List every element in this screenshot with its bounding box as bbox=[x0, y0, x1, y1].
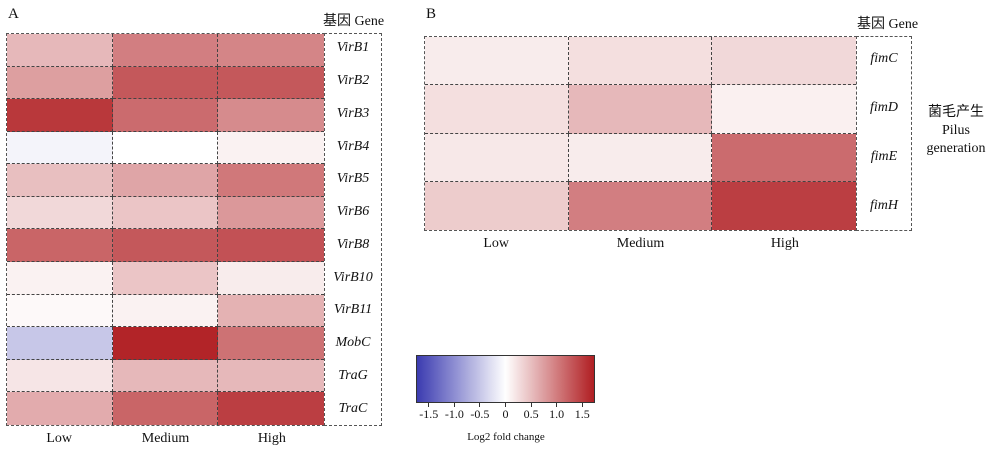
panel-letter-a: A bbox=[8, 6, 19, 22]
heatmap-cell bbox=[218, 392, 324, 425]
heatmap-cell bbox=[218, 196, 324, 230]
legend-color-bar bbox=[416, 355, 595, 403]
panel-a-gene-header: 基因 Gene bbox=[323, 14, 385, 29]
group-label-en-2: generation bbox=[926, 141, 986, 156]
heatmap-cell bbox=[218, 229, 324, 263]
gene-label: VirB5 bbox=[336, 171, 370, 187]
heatmap-cell bbox=[218, 327, 324, 360]
heatmap-cell bbox=[7, 359, 113, 393]
gene-label: fimE bbox=[870, 148, 898, 164]
heatmap-cell bbox=[712, 133, 856, 182]
gene-label: fimD bbox=[870, 100, 898, 116]
column-label: High bbox=[257, 431, 286, 446]
legend-title: Log2 fold change bbox=[467, 431, 545, 443]
heatmap-cell bbox=[568, 133, 713, 182]
heatmap-cell bbox=[7, 229, 113, 263]
gene-label: VirB6 bbox=[336, 204, 370, 220]
legend-tick-mark bbox=[556, 403, 558, 407]
panel-b-gene-header: 基因 Gene bbox=[857, 17, 919, 32]
heatmap-cell bbox=[425, 181, 569, 230]
heatmap-cell bbox=[7, 392, 113, 425]
heatmap-cell bbox=[218, 294, 324, 328]
heatmap-cell bbox=[112, 164, 219, 197]
gene-label: TraG bbox=[338, 367, 368, 383]
heatmap-cell bbox=[112, 327, 219, 360]
column-label: Low bbox=[46, 431, 72, 446]
column-label: Medium bbox=[616, 236, 665, 251]
legend-tick-label: 0.5 bbox=[523, 407, 539, 421]
legend-tick-label: -1.0 bbox=[444, 407, 464, 421]
column-label: Low bbox=[483, 236, 509, 251]
legend-tick-label: -1.5 bbox=[419, 407, 439, 421]
legend-tick-mark bbox=[453, 403, 455, 407]
heatmap-cell bbox=[7, 131, 113, 165]
legend-tick-mark bbox=[479, 403, 481, 407]
heatmap-cell bbox=[712, 37, 856, 86]
legend-tick-mark bbox=[530, 403, 532, 407]
column-label: High bbox=[770, 236, 799, 251]
legend-tick-mark bbox=[581, 403, 583, 407]
heatmap-cell bbox=[712, 85, 856, 134]
heatmap-cell bbox=[568, 181, 713, 230]
gene-label: VirB2 bbox=[336, 73, 370, 89]
gene-label: VirB10 bbox=[333, 269, 373, 285]
group-label-en-1: Pilus bbox=[941, 123, 970, 138]
heatmap-cell bbox=[112, 262, 219, 295]
heatmap-cell bbox=[218, 99, 324, 132]
heatmap-cell bbox=[7, 34, 113, 67]
heatmap-cell bbox=[7, 66, 113, 100]
heatmap-a bbox=[6, 33, 325, 426]
heatmap-cell bbox=[568, 85, 713, 134]
heatmap-cell bbox=[218, 359, 324, 393]
panel-letter-b: B bbox=[426, 6, 437, 22]
heatmap-cell bbox=[7, 196, 113, 230]
heatmap-cell bbox=[425, 85, 569, 134]
heatmap-cell bbox=[7, 262, 113, 295]
heatmap-cell bbox=[218, 66, 324, 100]
heatmap-cell bbox=[568, 37, 713, 86]
heatmap-cell bbox=[218, 131, 324, 165]
panel-a-gene-box bbox=[324, 33, 382, 426]
heatmap-cell bbox=[112, 229, 219, 263]
gene-label: fimC bbox=[870, 51, 898, 67]
heatmap-cell bbox=[112, 196, 219, 230]
heatmap-b bbox=[424, 36, 857, 231]
legend-tick-label: 1.0 bbox=[549, 407, 565, 421]
gene-label: VirB1 bbox=[336, 40, 370, 56]
panel-b-gene-box bbox=[856, 36, 912, 231]
group-label-zh: 菌毛产生 bbox=[928, 105, 984, 120]
gene-label: VirB8 bbox=[336, 236, 370, 252]
heatmap-cell bbox=[112, 359, 219, 393]
gene-label: MobC bbox=[335, 335, 371, 351]
gene-label: VirB3 bbox=[336, 105, 370, 121]
heatmap-cell bbox=[218, 164, 324, 197]
heatmap-cell bbox=[112, 294, 219, 328]
legend-tick-mark bbox=[428, 403, 430, 407]
gene-label: VirB11 bbox=[333, 302, 373, 318]
gene-label: TraC bbox=[338, 400, 368, 416]
heatmap-cell bbox=[712, 181, 856, 230]
heatmap-cell bbox=[112, 66, 219, 100]
heatmap-cell bbox=[7, 294, 113, 328]
heatmap-cell bbox=[7, 99, 113, 132]
gene-label: VirB4 bbox=[336, 138, 370, 154]
group-label: 菌毛产生 Pilus generation bbox=[912, 104, 1000, 158]
heatmap-cell bbox=[218, 262, 324, 295]
heatmap-cell bbox=[112, 99, 219, 132]
gene-label: fimH bbox=[870, 197, 898, 213]
heatmap-cell bbox=[7, 164, 113, 197]
heatmap-cell bbox=[112, 392, 219, 425]
heatmap-cell bbox=[425, 37, 569, 86]
heatmap-cell bbox=[218, 34, 324, 67]
legend-tick-mark bbox=[505, 403, 506, 407]
heatmap-cell bbox=[7, 327, 113, 360]
heatmap-cell bbox=[112, 131, 219, 165]
legend-tick-label: -0.5 bbox=[470, 407, 490, 421]
legend-tick-label: 1.5 bbox=[574, 407, 590, 421]
legend-tick-label: 0 bbox=[502, 407, 509, 421]
heatmap-cell bbox=[112, 34, 219, 67]
column-label: Medium bbox=[141, 431, 190, 446]
heatmap-cell bbox=[425, 133, 569, 182]
